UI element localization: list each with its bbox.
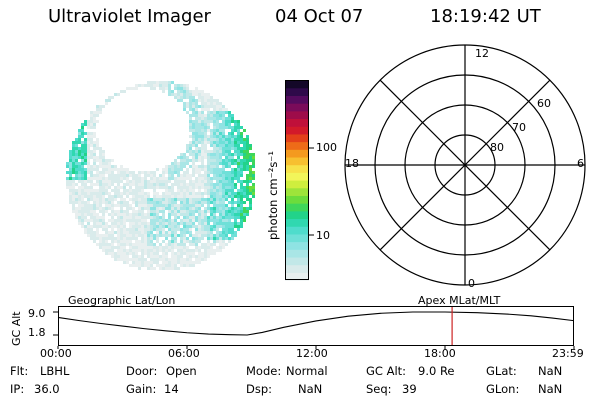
colorbar-segment: [285, 87, 309, 96]
info-key-ip: IP:: [10, 382, 25, 396]
info-val-glon: NaN: [538, 382, 563, 396]
info-key-gain: Gain:: [126, 382, 157, 396]
time-label: 18:19:42 UT: [430, 6, 541, 27]
colorbar-segment: [285, 187, 309, 196]
info-key-glat: GLat:: [486, 364, 517, 378]
lat-label-80: 80: [490, 141, 504, 154]
timeline-xtick-2: 12:00: [296, 347, 328, 360]
info-val-door: Open: [166, 364, 197, 378]
colorbar-segment: [285, 226, 309, 235]
info-val-mode: Normal: [286, 364, 328, 378]
colorbar-segment: [285, 210, 309, 220]
timeline-ylabel: GC Alt: [10, 311, 23, 346]
colorbar-segment: [285, 180, 309, 189]
mlt-label-0: 0: [468, 277, 475, 290]
info-key-seq: Seq:: [366, 382, 392, 396]
info-key-door: Door:: [126, 364, 158, 378]
colorbar-label: photon cm⁻²s⁻¹: [266, 151, 280, 240]
mlt-label-12: 12: [475, 47, 489, 60]
auroral-image: [66, 81, 255, 270]
aurora-pixels: [66, 81, 255, 270]
timeline-right-title: Apex MLat/MLT: [418, 294, 501, 307]
colorbar-segment: [285, 126, 309, 135]
timeline-xtick-0: 00:00: [40, 347, 72, 360]
info-val-flt: LBHL: [40, 364, 70, 378]
colorbar-segment: [285, 195, 309, 204]
timeline-ytick-1-8: 1.8: [28, 326, 46, 339]
mlt-label-6: 6: [577, 157, 584, 170]
colorbar-segment: [285, 156, 309, 166]
date-label: 04 Oct 07: [275, 6, 364, 27]
info-key-gcalt: GC Alt:: [366, 364, 407, 378]
polar-grid: [344, 44, 586, 286]
colorbar-tick-100: 100: [316, 141, 337, 154]
instrument-title: Ultraviolet Imager: [48, 6, 211, 27]
info-val-gcalt: 9.0 Re: [418, 364, 455, 378]
colorbar-segment: [285, 149, 309, 158]
colorbar-segment: [285, 233, 309, 243]
timeline-frame: [58, 306, 574, 346]
info-val-glat: NaN: [538, 364, 563, 378]
timeline-xtick-1: 06:00: [168, 347, 200, 360]
colorbar-segment: [285, 164, 309, 173]
timeline-ytick-9: 9.0: [28, 307, 46, 320]
info-key-glon: GLon:: [486, 382, 520, 396]
info-key-dsp: Dsp:: [246, 382, 273, 396]
colorbar-segment: [285, 272, 309, 281]
colorbar-segment: [285, 264, 309, 273]
colorbar-segment: [285, 95, 309, 104]
info-key-mode: Mode:: [246, 364, 282, 378]
timeline-xtick-4: 23:59: [552, 347, 584, 360]
colorbar-segment: [285, 133, 309, 143]
lat-label-60: 60: [537, 97, 551, 110]
colorbar-segment: [285, 172, 309, 181]
colorbar-segment: [285, 218, 309, 227]
colorbar-segment: [285, 241, 309, 250]
gc-alt-series-line: [57, 311, 574, 336]
info-val-gain: 14: [164, 382, 179, 396]
colorbar-segment: [285, 249, 309, 258]
info-val-ip: 36.0: [34, 382, 60, 396]
colorbar-frame: [285, 80, 309, 280]
colorbar-segment: [285, 110, 309, 120]
info-val-dsp: NaN: [298, 382, 323, 396]
polar-diagonal: [379, 79, 551, 251]
colorbar-segment: [285, 141, 309, 150]
lat-label-70: 70: [512, 121, 526, 134]
mlt-label-18: 18: [345, 157, 359, 170]
colorbar-segment: [285, 256, 309, 266]
colorbar-segment: [285, 118, 309, 127]
colorbar-tick-10: 10: [316, 229, 330, 242]
colorbar-segment: [285, 80, 309, 89]
info-val-seq: 39: [402, 382, 417, 396]
colorbar-segment: [285, 203, 309, 212]
colorbar-segment: [285, 103, 309, 112]
timeline-left-title: Geographic Lat/Lon: [68, 294, 176, 307]
timeline-xtick-3: 18:00: [424, 347, 456, 360]
colorbar: [285, 80, 314, 281]
timeline-plot: [53, 306, 575, 349]
info-key-flt: Flt:: [10, 364, 29, 378]
